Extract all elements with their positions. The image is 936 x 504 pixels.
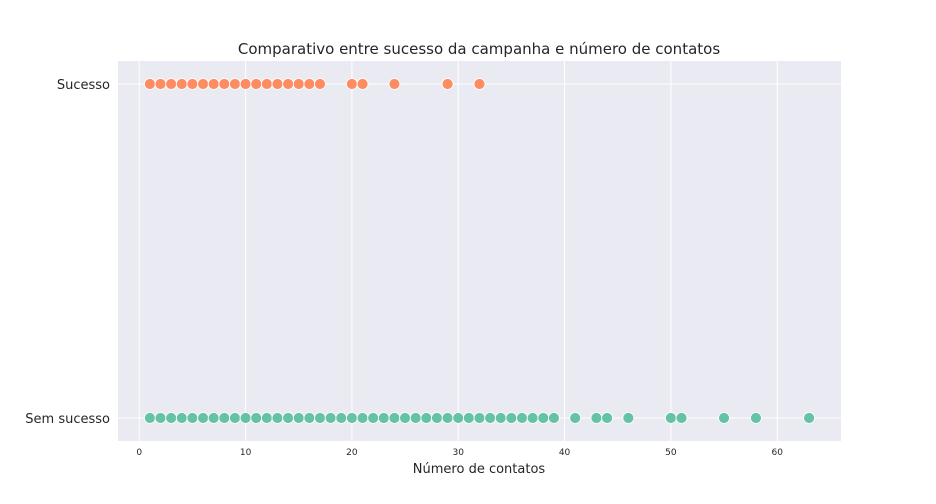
data-point [399,412,411,424]
data-point [165,412,178,424]
data-points [143,78,816,424]
data-point [229,412,241,424]
y-tick-label: Sem sucesso [25,412,110,427]
x-tick-label: 30 [453,448,465,458]
data-point [356,78,369,90]
data-point [526,412,539,424]
data-point [484,412,497,424]
x-tick-label: 20 [346,448,358,458]
data-point [218,78,231,90]
data-point [324,412,337,424]
data-point [154,78,167,90]
data-point [175,78,188,90]
x-tick-label: 60 [771,448,783,458]
data-point [441,412,454,424]
data-point [462,412,475,424]
data-point [473,412,486,424]
y-axis-ticks: Sucesso Sem sucesso [25,78,110,427]
data-point [165,78,178,90]
data-point [367,412,380,424]
data-point [675,412,688,424]
data-point [197,412,209,424]
data-point [335,412,348,424]
x-axis-label: Número de contatos [413,462,546,477]
x-tick-label: 40 [559,448,571,458]
plot-area [118,61,841,441]
data-point [154,412,167,424]
data-point [569,412,582,424]
x-tick-label: 10 [240,448,252,458]
data-point [250,412,263,424]
data-point [803,412,816,424]
data-point [250,78,263,90]
data-point [229,78,241,90]
x-tick-label: 50 [665,448,677,458]
data-point [292,412,305,424]
data-point [718,412,730,424]
data-point [218,412,231,424]
data-point [388,412,401,424]
data-point [441,78,454,90]
data-point [537,412,550,424]
data-point [186,78,199,90]
data-point [239,78,252,90]
data-point [303,78,316,90]
data-point [314,78,326,90]
data-point [622,412,635,424]
data-point [388,78,401,90]
data-point [197,78,209,90]
data-point [260,412,273,424]
data-point [356,412,369,424]
data-point [664,412,677,424]
data-point [494,412,507,424]
data-point [750,412,762,424]
data-point [143,78,156,90]
data-point [282,412,295,424]
data-point [314,412,326,424]
x-axis-ticks: 0 10 20 30 40 50 60 [136,448,783,458]
x-tick-label: 0 [136,448,142,458]
data-point [239,412,252,424]
data-point [505,412,518,424]
data-point [346,78,358,90]
data-point [431,412,443,424]
data-point [175,412,188,424]
data-point [260,78,273,90]
data-point [377,412,390,424]
data-point [420,412,433,424]
data-point [207,78,220,90]
data-point [409,412,422,424]
data-point [303,412,316,424]
data-point [143,412,156,424]
data-point [601,412,613,424]
data-point [292,78,305,90]
data-point [271,412,284,424]
data-point [282,78,295,90]
data-point [473,78,486,90]
data-point [186,412,199,424]
data-point [548,412,560,424]
data-point [590,412,603,424]
data-point [516,412,528,424]
data-point [271,78,284,90]
data-point [207,412,220,424]
data-point [346,412,358,424]
y-tick-label: Sucesso [57,78,110,93]
data-point [452,412,465,424]
chart-title: Comparativo entre sucesso da campanha e … [238,40,720,58]
